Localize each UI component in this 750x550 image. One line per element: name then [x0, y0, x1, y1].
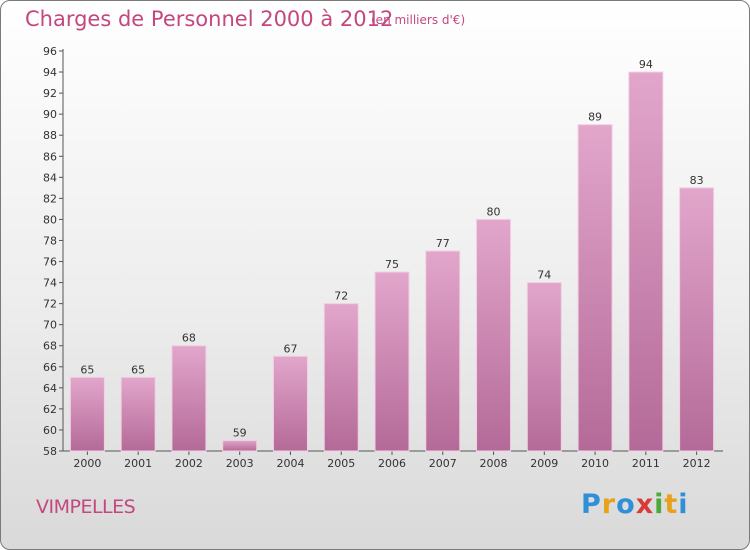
y-tick-label: 70 [43, 319, 57, 332]
logo-letter: t [664, 489, 679, 520]
data-label-2006: 75 [385, 258, 399, 271]
bar-2005 [323, 303, 359, 452]
data-label-2001: 65 [131, 363, 145, 376]
y-tick-label: 80 [43, 213, 57, 226]
logo-letter: x [635, 489, 655, 520]
commune-name: VIMPELLES [36, 496, 136, 518]
bar-2007 [425, 250, 461, 452]
chart-subtitle: (en milliers d'€) [371, 13, 466, 27]
bar-2010 [577, 124, 613, 452]
chart-title: Charges de Personnel 2000 à 2012 [25, 7, 394, 31]
data-label-2004: 67 [283, 342, 297, 355]
y-tick-label: 88 [43, 129, 57, 142]
x-tick-label-2000: 2000 [73, 457, 101, 470]
x-tick-label-2002: 2002 [175, 457, 203, 470]
y-tick-label: 68 [43, 340, 57, 353]
bar-2001 [120, 376, 156, 452]
bar-2004 [272, 355, 308, 452]
y-tick-label: 90 [43, 108, 57, 121]
y-tick-label: 96 [43, 45, 57, 58]
x-tick-label-2004: 2004 [276, 457, 304, 470]
data-label-2009: 74 [537, 269, 551, 282]
bar-2012 [679, 187, 715, 452]
y-tick-label: 92 [43, 87, 57, 100]
data-label-2000: 65 [80, 363, 94, 376]
x-tick-label-2003: 2003 [226, 457, 254, 470]
data-label-2003: 59 [233, 426, 247, 439]
bar-2000 [69, 376, 105, 452]
y-tick-label: 94 [43, 66, 57, 79]
y-tick-label: 66 [43, 361, 57, 374]
y-tick-label: 84 [43, 171, 57, 184]
x-tick-label-2007: 2007 [429, 457, 457, 470]
data-label-2012: 83 [690, 174, 704, 187]
x-tick-label-2006: 2006 [378, 457, 406, 470]
data-label-2005: 72 [334, 290, 348, 303]
bar-2008 [476, 218, 512, 452]
bar-2003 [222, 439, 258, 452]
logo-letter: r [601, 489, 617, 520]
y-tick-label: 58 [43, 445, 57, 458]
data-label-2007: 77 [436, 237, 450, 250]
y-tick-label: 64 [43, 382, 57, 395]
bar-2011 [628, 71, 664, 452]
data-label-2010: 89 [588, 111, 602, 124]
x-tick-label-2009: 2009 [530, 457, 558, 470]
x-tick-label-2005: 2005 [327, 457, 355, 470]
bar-2006 [374, 271, 410, 452]
x-tick-label-2011: 2011 [632, 457, 660, 470]
y-tick-label: 74 [43, 277, 57, 290]
x-tick-label-2012: 2012 [683, 457, 711, 470]
data-label-2008: 80 [487, 205, 501, 218]
x-tick-label-2008: 2008 [480, 457, 508, 470]
logo-letter: i [654, 489, 665, 520]
data-label-2011: 94 [639, 58, 653, 71]
y-tick-label: 60 [43, 424, 57, 437]
bar-2009 [526, 282, 562, 452]
x-tick-label-2001: 2001 [124, 457, 152, 470]
y-tick-label: 82 [43, 192, 57, 205]
y-tick-label: 78 [43, 234, 57, 247]
y-tick-label: 62 [43, 403, 57, 416]
bar-2002 [171, 345, 207, 452]
logo-letter: o [616, 489, 636, 520]
y-tick-label: 86 [43, 150, 57, 163]
x-tick-label-2010: 2010 [581, 457, 609, 470]
proxiti-logo: Proxiti [581, 489, 689, 520]
data-label-2002: 68 [182, 332, 196, 345]
y-tick-label: 76 [43, 256, 57, 269]
logo-letter: i [678, 489, 689, 520]
logo-letter: P [581, 489, 602, 520]
y-tick-label: 72 [43, 298, 57, 311]
